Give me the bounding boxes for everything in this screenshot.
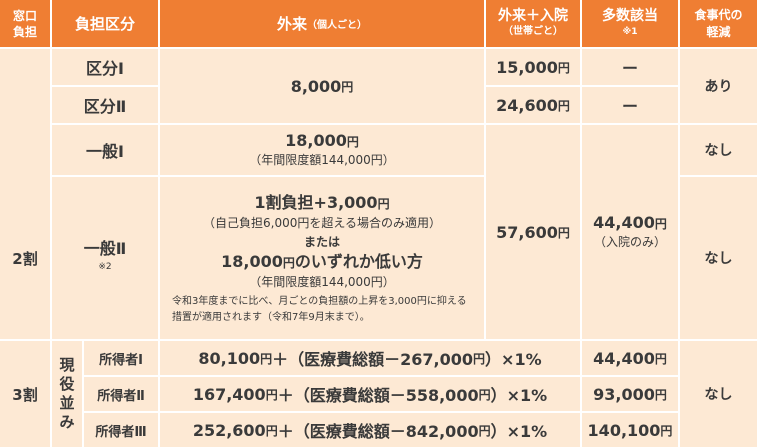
category-shotoku3: 所得者Ⅲ xyxy=(84,413,158,447)
yen-unit: 円 xyxy=(660,423,673,438)
header-outpatient-inpatient: 外来＋入院 （世帯ごと） xyxy=(486,0,580,47)
total-ippan: 57,600 円 xyxy=(486,125,580,339)
ippan2-line4: 18,000円のいずれか低い方 xyxy=(221,252,423,273)
category-ippan1: 一般Ⅰ xyxy=(52,125,158,175)
header-outpatient-label: 外来 xyxy=(276,15,307,33)
outpatient-ippan1-annual-cap: （年間限度額144,000円） xyxy=(249,152,395,167)
ippan2-alt-amount: 18,000 xyxy=(221,251,283,271)
category-ippan2-label: 一般Ⅱ xyxy=(83,239,127,258)
formula-shotoku2-expr: ＋（医療費総額－558,000 xyxy=(277,386,479,405)
category-shotoku2: 所得者Ⅱ xyxy=(84,377,158,411)
formula-shotoku1: 80,100 円＋（医療費総額－267,000 円）×1% xyxy=(160,341,580,375)
yen-unit: 円 xyxy=(377,196,390,211)
category-kubun2-label: 区分Ⅱ xyxy=(83,97,127,116)
multiple-shotoku2-amount: 93,000 xyxy=(593,384,655,404)
outpatient-ippan1-amount: 18,000 xyxy=(285,130,347,150)
header-outpatient-sub: （個人ごと） xyxy=(307,20,367,31)
yen-unit: 円 xyxy=(557,60,570,75)
yen-unit: 円 xyxy=(341,79,354,94)
rate-2wari: 2割 xyxy=(0,177,50,339)
ippan2-formula: 1割負担+3,000 xyxy=(254,192,378,212)
meal-kubun: あり xyxy=(680,49,757,123)
formula-shotoku1-rate: ）×1% xyxy=(485,350,542,369)
header-outpatient-inpatient-label: 外来＋入院 xyxy=(498,7,568,24)
ippan2-line1: 1割負担+3,000円 xyxy=(254,193,389,214)
ippan2-condition: （自己負担6,000円を超える場合のみ適用） xyxy=(203,215,441,230)
total-ippan-amount: 57,600 xyxy=(496,222,558,242)
meal-3wari: なし xyxy=(680,341,757,447)
header-multiple: 多数該当 ※1 xyxy=(582,0,678,47)
yen-unit: 円 xyxy=(478,387,491,402)
formula-shotoku1-expr: ＋（医療費総額－267,000 xyxy=(272,350,474,369)
genyaku-nami-label: 現 役 並 み xyxy=(52,341,82,447)
formula-shotoku1-base: 80,100 xyxy=(198,348,261,368)
yen-unit: 円 xyxy=(557,225,570,240)
outpatient-kubun-value: 8,000 円 xyxy=(160,49,484,123)
multiple-shotoku1-amount: 44,400 xyxy=(593,348,655,368)
yen-unit: 円 xyxy=(346,134,359,149)
yen-unit: 円 xyxy=(265,423,278,438)
outpatient-kubun-amount: 8,000 xyxy=(290,76,342,96)
multiple-ippan-amount-line: 44,400円 xyxy=(593,212,667,233)
formula-shotoku2-rate: ）×1% xyxy=(490,386,548,405)
category-kubun1: 区分Ⅰ xyxy=(52,49,158,85)
header-multiple-note: ※1 xyxy=(622,26,638,37)
multiple-shotoku3: 140,100 円 xyxy=(582,413,678,447)
yen-unit: 円 xyxy=(282,255,295,270)
formula-shotoku3-base: 252,600 xyxy=(192,420,266,440)
yen-unit: 円 xyxy=(654,216,667,231)
multiple-ippan-amount: 44,400 xyxy=(593,212,655,232)
total-kubun2: 24,600 円 xyxy=(486,87,580,123)
ippan2-lower-one: のいずれか低い方 xyxy=(294,251,423,271)
multiple-shotoku1: 44,400 円 xyxy=(582,341,678,375)
header-multiple-label: 多数該当 xyxy=(602,7,658,24)
meal-ippan2: なし xyxy=(680,177,757,339)
multiple-shotoku2: 93,000 円 xyxy=(582,377,678,411)
yen-unit: 円 xyxy=(654,351,667,366)
multiple-ippan-note: （入院のみ） xyxy=(593,234,666,249)
ippan2-or: または xyxy=(303,234,340,249)
yen-unit: 円 xyxy=(478,423,491,438)
outpatient-ippan1: 18,000円 （年間限度額144,000円） xyxy=(160,125,484,175)
total-kubun1: 15,000 円 xyxy=(486,49,580,85)
rate-3wari: 3割 xyxy=(0,341,50,447)
meal-ippan1: なし xyxy=(680,125,757,175)
category-ippan1-label: 一般Ⅰ xyxy=(86,142,124,161)
yen-unit: 円 xyxy=(260,351,273,366)
yen-unit: 円 xyxy=(654,387,667,402)
ippan2-transition-note: 令和3年度までに比べ、月ごとの負担額の上昇を3,000円に抑える措置が適用されま… xyxy=(172,295,467,323)
multiple-shotoku3-amount: 140,100 xyxy=(587,420,661,440)
multiple-ippan: 44,400円 （入院のみ） xyxy=(582,125,678,339)
header-outpatient-inpatient-sub: （世帯ごと） xyxy=(503,25,563,37)
outpatient-ippan2: 1割負担+3,000円 （自己負担6,000円を超える場合のみ適用） または 1… xyxy=(160,177,484,339)
header-burden-category: 負担区分 xyxy=(52,0,158,47)
total-kubun2-amount: 24,600 xyxy=(496,95,558,115)
formula-shotoku3: 252,600 円＋（医療費総額－842,000 円）×1% xyxy=(160,413,580,447)
header-outpatient: 外来 （個人ごと） xyxy=(160,0,484,47)
formula-shotoku3-rate: ）×1% xyxy=(490,422,548,441)
formula-shotoku2-base: 167,400 xyxy=(192,384,266,404)
multiple-kubun2: ー xyxy=(582,87,678,123)
formula-shotoku2: 167,400 円＋（医療費総額－558,000 円）×1% xyxy=(160,377,580,411)
category-kubun1-label: 区分Ⅰ xyxy=(86,59,124,78)
header-window-burden: 窓口 負担 xyxy=(0,0,50,47)
multiple-kubun1: ー xyxy=(582,49,678,85)
yen-unit: 円 xyxy=(473,351,486,366)
formula-shotoku3-expr: ＋（医療費総額－842,000 xyxy=(277,422,479,441)
ippan2-annual-cap: （年間限度額144,000円） xyxy=(249,274,395,289)
header-meal-reduction: 食事代の 軽減 xyxy=(680,0,757,47)
category-shotoku1: 所得者Ⅰ xyxy=(84,341,158,375)
category-ippan2-note: ※2 xyxy=(98,262,112,272)
category-kubun2: 区分Ⅱ xyxy=(52,87,158,123)
outpatient-ippan1-amount-line: 18,000円 xyxy=(285,130,359,151)
yen-unit: 円 xyxy=(265,387,278,402)
category-ippan2: 一般Ⅱ ※2 xyxy=(52,177,158,339)
yen-unit: 円 xyxy=(557,98,570,113)
total-kubun1-amount: 15,000 xyxy=(496,57,558,77)
